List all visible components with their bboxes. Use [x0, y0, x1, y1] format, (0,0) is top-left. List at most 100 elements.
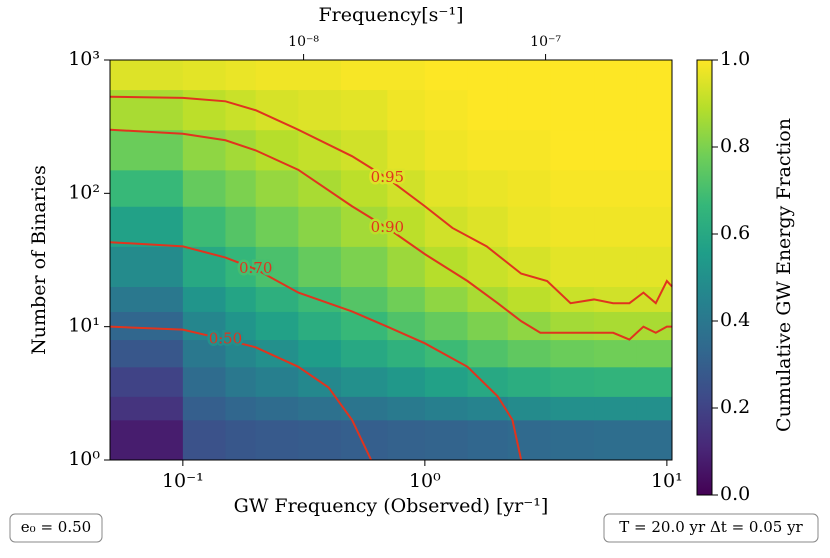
heatmap-cell — [225, 419, 257, 461]
heatmap-cell — [387, 89, 426, 131]
heatmap-cell — [110, 339, 184, 368]
colorbar-tick-label: 0.6 — [720, 222, 750, 244]
x2-tick-label: 10⁻⁷ — [530, 34, 561, 50]
heatmap-cell — [298, 129, 342, 171]
heatmap-cell — [340, 89, 388, 131]
heatmap-cell — [110, 246, 184, 288]
heatmap-cell — [298, 246, 342, 288]
heatmap-cell — [550, 396, 595, 421]
heatmap-cell — [225, 366, 257, 397]
heatmap-cell — [424, 60, 468, 91]
heatmap-cell — [594, 206, 638, 247]
heatmap-cell — [550, 366, 595, 397]
heatmap-cell — [387, 396, 426, 421]
heatmap-cell — [340, 286, 388, 312]
heatmap-cell — [110, 60, 184, 91]
heatmap-cell — [594, 60, 638, 91]
heatmap-cell — [387, 366, 426, 397]
heatmap-cell — [110, 129, 184, 171]
heatmap-cell — [507, 366, 551, 397]
heatmap-cell — [594, 286, 638, 312]
y-tick-label: 10¹ — [68, 315, 100, 337]
heatmap-cell — [255, 419, 299, 461]
heatmap-cell — [110, 169, 184, 207]
contour-label: 0.50 — [209, 330, 242, 348]
heatmap-cell — [255, 396, 299, 421]
contour-line — [109, 325, 373, 461]
heatmap-cell — [298, 311, 342, 341]
heatmap-cell — [340, 60, 388, 91]
heatmap-cell — [594, 129, 638, 171]
heatmap-cell — [594, 419, 638, 461]
heatmap-cell — [387, 169, 426, 207]
heatmap-cell — [225, 396, 257, 421]
heatmap-cell — [594, 339, 638, 368]
heatmap-cell — [467, 286, 509, 312]
heatmap-cell — [255, 129, 299, 171]
heatmap-cell — [182, 286, 226, 312]
heatmap-cell — [110, 286, 184, 312]
heatmap-cell — [110, 206, 184, 247]
heatmap-cell — [387, 246, 426, 288]
heatmap-cell — [387, 129, 426, 171]
heatmap-cell — [387, 60, 426, 91]
heatmap-cell — [298, 206, 342, 247]
heatmap-cell — [255, 89, 299, 131]
heatmap-cell — [467, 419, 509, 461]
colorbar — [696, 59, 713, 496]
heatmap-cell — [507, 339, 551, 368]
heatmap-cell — [182, 206, 226, 247]
heatmap-cell — [424, 286, 468, 312]
x-tick-label: 10⁻¹ — [162, 470, 204, 492]
heatmap-cell — [594, 169, 638, 207]
x-tick-label: 10¹ — [651, 470, 683, 492]
y-tick-label: 10³ — [68, 48, 100, 70]
colorbar-tick-label: 0.0 — [720, 483, 750, 505]
heatmap-cell — [467, 60, 509, 91]
heatmap-cell — [298, 89, 342, 131]
x-axis-label: GW Frequency (Observed) [yr⁻¹] — [234, 495, 549, 517]
heatmap-cell — [507, 129, 551, 171]
heatmap-cell — [340, 419, 388, 461]
contour-line — [109, 241, 523, 461]
colorbar-tick-label: 0.2 — [720, 396, 750, 418]
heatmap-cell — [255, 311, 299, 341]
heatmap-cell — [225, 60, 257, 91]
y-axis-label: Number of Binaries — [28, 165, 50, 355]
colorbar-tick-label: 0.4 — [720, 309, 750, 331]
heatmap-cell — [424, 169, 468, 207]
heatmap-cell — [636, 89, 673, 131]
heatmap-cell — [507, 396, 551, 421]
heatmap-cell — [424, 129, 468, 171]
heatmap-cell — [340, 339, 388, 368]
heatmap-cell — [182, 129, 226, 171]
heatmap-cell — [387, 286, 426, 312]
heatmap-cell — [110, 396, 184, 421]
heatmap-cell — [340, 246, 388, 288]
heatmap-cell — [636, 206, 673, 247]
heatmap-cell — [182, 419, 226, 461]
heatmap-cell — [340, 396, 388, 421]
heatmap-cell — [225, 311, 257, 341]
plot-frame — [109, 59, 673, 461]
heatmap-cell — [467, 129, 509, 171]
heatmap-cell — [298, 60, 342, 91]
heatmap-cell — [225, 286, 257, 312]
heatmap-cell — [387, 339, 426, 368]
annotation: T = 20.0 yr Δt = 0.05 yr — [619, 518, 803, 536]
heatmap-cell — [110, 366, 184, 397]
heatmap-cell — [550, 60, 595, 91]
heatmap-cell — [467, 169, 509, 207]
heatmap-cell — [255, 169, 299, 207]
heatmap-cell — [550, 419, 595, 461]
heatmap-cell — [298, 419, 342, 461]
heatmap-cell — [550, 311, 595, 341]
heatmap-cell — [182, 396, 226, 421]
heatmap-cell — [507, 419, 551, 461]
heatmap-cell — [225, 129, 257, 171]
heatmap-cell — [594, 311, 638, 341]
heatmap-cell — [182, 246, 226, 288]
heatmap-cell — [467, 366, 509, 397]
heatmap-cell — [550, 206, 595, 247]
